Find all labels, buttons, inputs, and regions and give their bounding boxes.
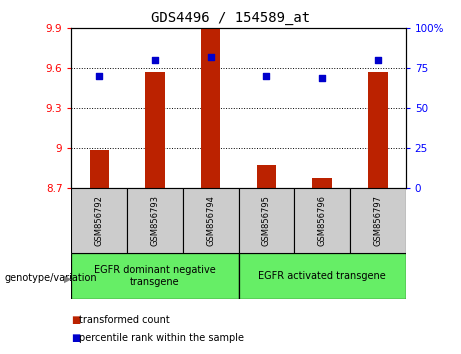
Text: EGFR activated transgene: EGFR activated transgene <box>258 271 386 281</box>
Point <box>151 57 159 63</box>
Text: ■: ■ <box>71 333 81 343</box>
Text: genotype/variation: genotype/variation <box>5 273 97 283</box>
Text: GSM856792: GSM856792 <box>95 195 104 246</box>
Bar <box>145 72 165 188</box>
Text: GSM856797: GSM856797 <box>373 195 382 246</box>
Text: EGFR dominant negative
transgene: EGFR dominant negative transgene <box>94 265 216 287</box>
Point <box>374 57 382 63</box>
Text: ▶: ▶ <box>64 274 71 284</box>
Text: GSM856796: GSM856796 <box>318 195 327 246</box>
Bar <box>89 150 109 188</box>
Text: GSM856795: GSM856795 <box>262 195 271 246</box>
Bar <box>201 28 220 188</box>
Text: percentile rank within the sample: percentile rank within the sample <box>79 333 244 343</box>
Bar <box>368 72 388 188</box>
Point <box>95 73 103 79</box>
FancyBboxPatch shape <box>127 188 183 253</box>
Bar <box>257 165 276 188</box>
FancyBboxPatch shape <box>71 188 127 253</box>
FancyBboxPatch shape <box>238 253 406 299</box>
FancyBboxPatch shape <box>238 188 294 253</box>
FancyBboxPatch shape <box>183 188 238 253</box>
Text: GSM856794: GSM856794 <box>206 195 215 246</box>
Point <box>319 75 326 81</box>
FancyBboxPatch shape <box>71 253 238 299</box>
Text: GSM856793: GSM856793 <box>150 195 160 246</box>
Point <box>207 54 214 60</box>
FancyBboxPatch shape <box>350 188 406 253</box>
Text: GDS4496 / 154589_at: GDS4496 / 154589_at <box>151 11 310 25</box>
Text: ■: ■ <box>71 315 81 325</box>
Point <box>263 73 270 79</box>
Text: transformed count: transformed count <box>79 315 170 325</box>
Bar <box>313 178 332 188</box>
FancyBboxPatch shape <box>294 188 350 253</box>
